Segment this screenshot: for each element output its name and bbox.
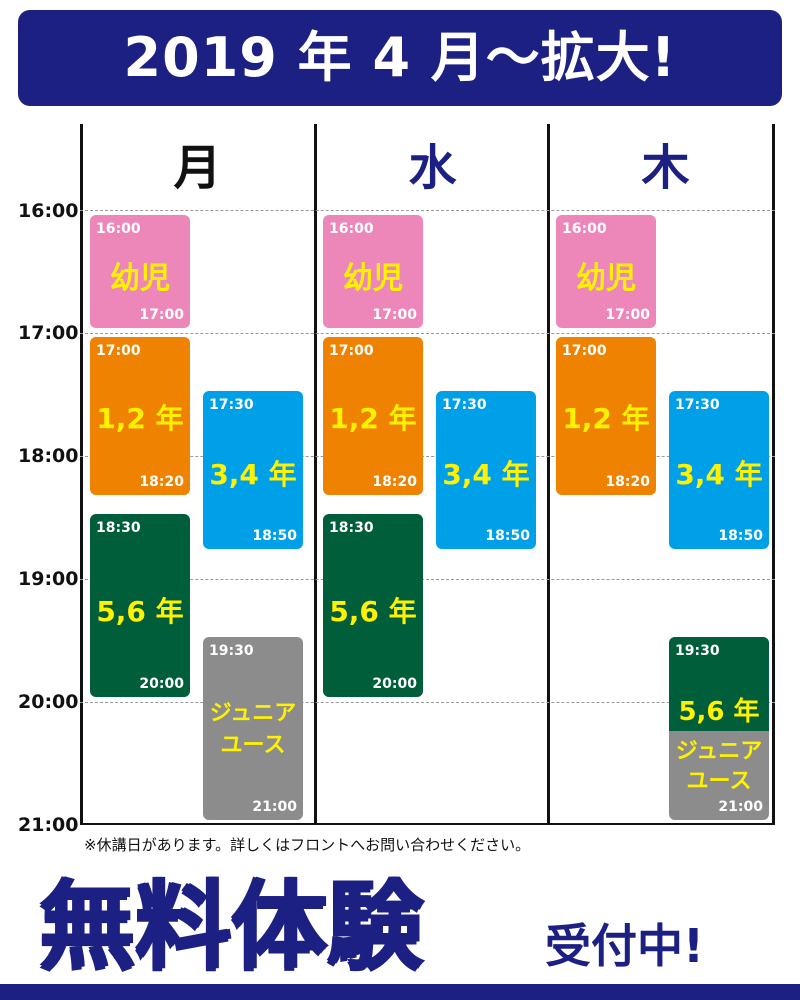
start-time: 16:00 [96, 221, 141, 237]
hour-line [80, 333, 775, 334]
start-time: 16:00 [329, 221, 374, 237]
class-name: 幼児 [576, 261, 636, 296]
end-time: 20:00 [139, 676, 184, 692]
class-name: 3,4 年 [209, 458, 297, 491]
class-name: 幼児 [110, 261, 170, 296]
start-time: 17:00 [562, 343, 607, 359]
class-block-youji: 16:00 幼児 17:00 [90, 215, 190, 328]
end-time: 18:50 [718, 528, 763, 544]
end-time: 17:00 [605, 307, 650, 323]
day-label-thursday: 木 [641, 140, 690, 196]
class-block-combo: 19:30 5,6 年 ジュニア ユース 21:00 [669, 637, 769, 820]
start-time: 17:00 [329, 343, 374, 359]
class-name-line2: ユース [686, 769, 752, 794]
bottom-bar [0, 984, 800, 1000]
end-time: 21:00 [718, 799, 763, 815]
class-block-grade-1-2: 17:00 1,2 年 18:20 [556, 337, 656, 495]
end-time: 17:00 [372, 307, 417, 323]
end-time: 18:50 [485, 528, 530, 544]
time-label: 16:00 [18, 200, 79, 222]
class-block-grade-5-6: 18:30 5,6 年 20:00 [323, 514, 423, 697]
end-time: 18:20 [139, 474, 184, 490]
class-block-grade-3-4: 17:30 3,4 年 18:50 [203, 391, 303, 549]
schedule-grid [80, 124, 775, 825]
column-divider [314, 124, 317, 825]
class-block-grade-5-6: 18:30 5,6 年 20:00 [90, 514, 190, 697]
day-label-wednesday: 水 [408, 140, 457, 196]
start-time: 16:00 [562, 221, 607, 237]
class-block-youji: 16:00 幼児 17:00 [323, 215, 423, 328]
start-time: 19:30 [675, 643, 720, 659]
holiday-note: ※休講日があります。詳しくはフロントへお問い合わせください。 [84, 836, 531, 854]
end-time: 20:00 [372, 676, 417, 692]
class-name-top: 5,6 年 [678, 697, 760, 727]
class-name: 5,6 年 [96, 595, 184, 628]
time-label: 18:00 [18, 445, 79, 467]
day-label-monday: 月 [173, 140, 222, 196]
class-name-line2: ユース [220, 733, 286, 758]
hour-line [80, 579, 775, 580]
class-block-grade-1-2: 17:00 1,2 年 18:20 [90, 337, 190, 495]
end-time: 21:00 [252, 799, 297, 815]
end-time: 17:00 [139, 307, 184, 323]
class-name-line1: ジュニア [675, 739, 763, 764]
start-time: 19:30 [209, 643, 254, 659]
hour-line [80, 456, 775, 457]
class-name: 1,2 年 [562, 402, 650, 435]
class-block-youji: 16:00 幼児 17:00 [556, 215, 656, 328]
class-block-grade-3-4: 17:30 3,4 年 18:50 [669, 391, 769, 549]
class-name: 1,2 年 [329, 402, 417, 435]
class-name: 3,4 年 [675, 458, 763, 491]
class-block-junior-youth: 19:30 ジュニア ユース 21:00 [203, 637, 303, 820]
class-block-grade-3-4: 17:30 3,4 年 18:50 [436, 391, 536, 549]
start-time: 17:30 [442, 397, 487, 413]
start-time: 17:30 [675, 397, 720, 413]
hour-line [80, 210, 775, 211]
hour-line [80, 702, 775, 703]
start-time: 18:30 [96, 520, 141, 536]
free-trial-heading: 無料体験 [38, 870, 422, 982]
class-name: 1,2 年 [96, 402, 184, 435]
start-time: 18:30 [329, 520, 374, 536]
title-banner: 2019 年 4 月〜拡大! [18, 10, 782, 106]
end-time: 18:50 [252, 528, 297, 544]
class-name-line1: ジュニア [209, 701, 297, 726]
class-name: 5,6 年 [329, 595, 417, 628]
time-label: 17:00 [18, 322, 79, 344]
combo-top-band [669, 637, 769, 731]
column-divider [547, 124, 550, 825]
class-block-grade-1-2: 17:00 1,2 年 18:20 [323, 337, 423, 495]
accepting-text: 受付中! [545, 919, 704, 973]
class-name: 幼児 [343, 261, 403, 296]
start-time: 17:00 [96, 343, 141, 359]
time-label: 21:00 [18, 814, 79, 836]
start-time: 17:30 [209, 397, 254, 413]
end-time: 18:20 [372, 474, 417, 490]
class-name: 3,4 年 [442, 458, 530, 491]
time-label: 19:00 [18, 568, 79, 590]
time-label: 20:00 [18, 691, 79, 713]
end-time: 18:20 [605, 474, 650, 490]
